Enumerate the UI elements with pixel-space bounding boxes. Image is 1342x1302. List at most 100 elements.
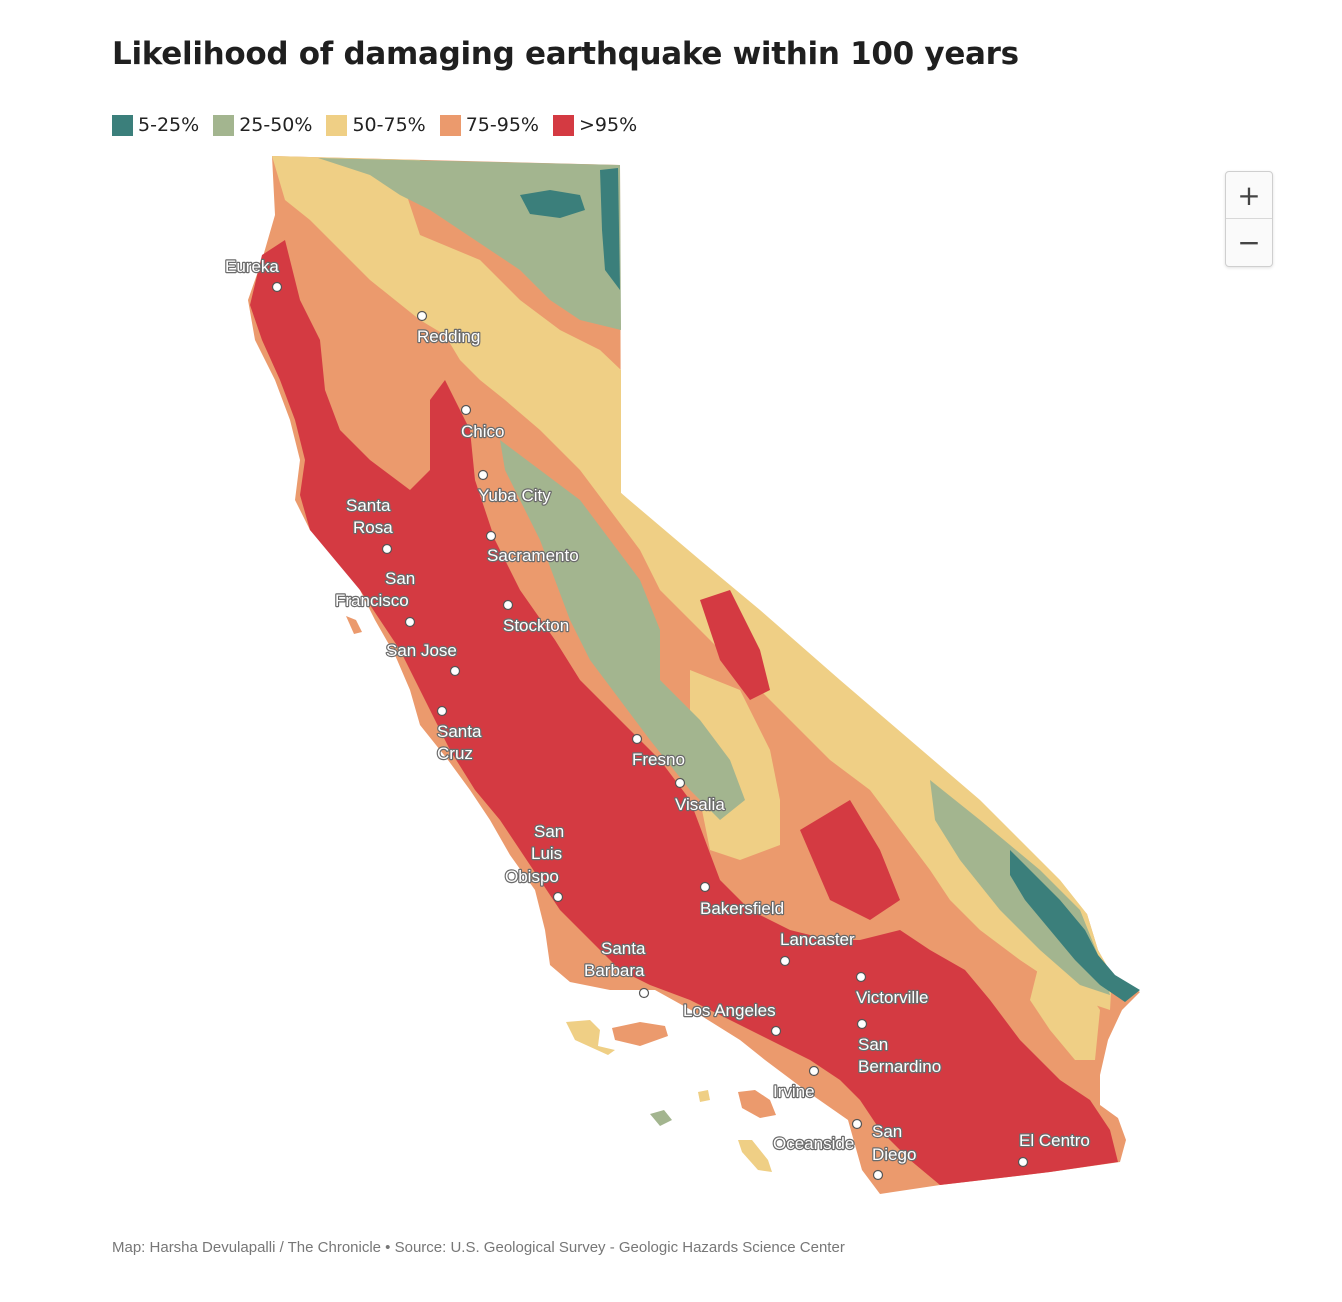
zoom-in-button[interactable]: +	[1237, 178, 1261, 212]
city-markers: Eureka Redding Chico Yuba City Santa Ros…	[224, 256, 1091, 1181]
city-label: Visalia	[675, 795, 725, 814]
city-label: San	[385, 569, 415, 588]
city-dot	[449, 665, 461, 677]
city-dot	[552, 891, 564, 903]
legend: 5-25% 25-50% 50-75% 75-95% >95%	[112, 112, 637, 138]
city-label: Obispo	[505, 867, 559, 886]
city-label: Los Angeles	[683, 1001, 776, 1020]
city-label: Yuba City	[478, 486, 551, 505]
city-label: Bakersfield	[700, 899, 784, 918]
city-dot	[638, 987, 650, 999]
city-santa-cruz[interactable]: Santa Cruz	[436, 705, 483, 764]
city-san-jose[interactable]: San Jose	[385, 640, 461, 677]
zone-5-25-owens	[1010, 850, 1140, 1002]
city-label: San	[534, 822, 564, 841]
island-catalina	[738, 1090, 776, 1118]
city-bakersfield[interactable]: Bakersfield	[699, 881, 785, 919]
city-dot	[631, 733, 643, 745]
city-dot	[770, 1025, 782, 1037]
city-yuba-city[interactable]: Yuba City	[477, 469, 552, 506]
city-label: Santa	[346, 496, 391, 515]
city-label: Stockton	[503, 616, 569, 635]
city-san-diego[interactable]: San Diego	[871, 1121, 918, 1181]
island-clemente	[738, 1140, 772, 1172]
legend-swatch	[112, 114, 133, 136]
island-santa-rosa	[566, 1020, 615, 1055]
map-title: Likelihood of damaging earthquake within…	[112, 36, 1019, 72]
city-label: Victorville	[856, 988, 928, 1007]
zone-25-50-valley	[500, 440, 745, 820]
zoom-control: + −	[1225, 171, 1273, 267]
city-label: Sacramento	[487, 546, 579, 565]
city-label: Eureka	[225, 257, 279, 276]
city-label: Santa	[437, 722, 482, 741]
city-dot	[381, 543, 393, 555]
zone-50-75-north	[272, 156, 1112, 1010]
zoom-out-button[interactable]: −	[1226, 218, 1272, 265]
map-credit: Map: Harsha Devulapalli / The Chronicle …	[112, 1239, 845, 1256]
city-label: Rosa	[353, 518, 393, 537]
city-dot	[485, 530, 497, 542]
city-dot	[856, 1018, 868, 1030]
city-redding[interactable]: Redding	[416, 310, 482, 347]
legend-item-50-75: 50-75%	[326, 114, 426, 136]
city-stockton[interactable]: Stockton	[502, 599, 570, 636]
city-label: San Jose	[386, 641, 457, 660]
city-dot	[872, 1169, 884, 1181]
city-sacramento[interactable]: Sacramento	[485, 530, 580, 566]
city-oceanside[interactable]: Oceanside	[772, 1118, 863, 1154]
city-victorville[interactable]: Victorville	[855, 971, 930, 1008]
island-barbara	[698, 1090, 710, 1102]
city-el-centro[interactable]: El Centro	[1017, 1130, 1091, 1168]
city-dot	[436, 705, 448, 717]
city-santa-barbara[interactable]: Santa Barbara	[583, 938, 650, 999]
legend-swatch	[439, 114, 461, 136]
city-dot	[460, 404, 472, 416]
city-label: Diego	[872, 1145, 916, 1164]
island-farallon	[346, 616, 362, 634]
city-dot	[1017, 1156, 1029, 1168]
city-irvine[interactable]: Irvine	[772, 1065, 820, 1102]
legend-item-25-50: 25-50%	[213, 114, 312, 136]
city-dot	[502, 599, 514, 611]
zone-95-coast	[250, 240, 1118, 1185]
city-dot	[674, 777, 686, 789]
city-los-angeles[interactable]: Los Angeles	[682, 1000, 782, 1037]
city-dot	[271, 281, 283, 293]
city-label: Redding	[417, 327, 480, 346]
city-dot	[851, 1118, 863, 1130]
city-lancaster[interactable]: Lancaster	[779, 929, 856, 967]
city-san-bernardino[interactable]: San Bernardino	[856, 1018, 942, 1077]
city-label: Bernardino	[858, 1057, 941, 1076]
city-label: Cruz	[437, 744, 473, 763]
city-san-luis-obispo[interactable]: San Luis Obispo	[504, 821, 565, 903]
zone-5-25-border	[600, 168, 620, 290]
legend-swatch	[552, 114, 574, 136]
city-label: San	[858, 1035, 888, 1054]
zone-95-garlock	[800, 800, 900, 920]
legend-item-95-plus: >95%	[552, 114, 638, 136]
city-label: Chico	[461, 422, 504, 441]
city-visalia[interactable]: Visalia	[674, 777, 727, 815]
california-map[interactable]: Eureka Redding Chico Yuba City Santa Ros…	[0, 150, 1342, 1220]
zone-95-kern	[700, 590, 770, 700]
city-dot	[699, 881, 711, 893]
city-santa-rosa[interactable]: Santa Rosa	[345, 495, 394, 555]
legend-label: 25-50%	[239, 114, 313, 136]
city-san-francisco[interactable]: San Francisco	[334, 568, 416, 628]
legend-label: 75-95%	[465, 114, 539, 136]
legend-swatch	[213, 114, 235, 136]
city-eureka[interactable]: Eureka	[224, 256, 283, 293]
city-fresno[interactable]: Fresno	[631, 733, 686, 770]
city-dot	[855, 971, 867, 983]
city-dot	[808, 1065, 820, 1077]
city-dot	[404, 616, 416, 628]
city-chico[interactable]: Chico	[460, 404, 506, 442]
city-dot	[416, 310, 428, 322]
city-label: Irvine	[773, 1082, 815, 1101]
legend-label: 50-75%	[352, 114, 426, 136]
zone-5-25-modoc	[520, 190, 585, 218]
city-label: Santa	[601, 939, 646, 958]
city-label: Oceanside	[773, 1134, 854, 1153]
legend-label: >95%	[578, 114, 638, 136]
